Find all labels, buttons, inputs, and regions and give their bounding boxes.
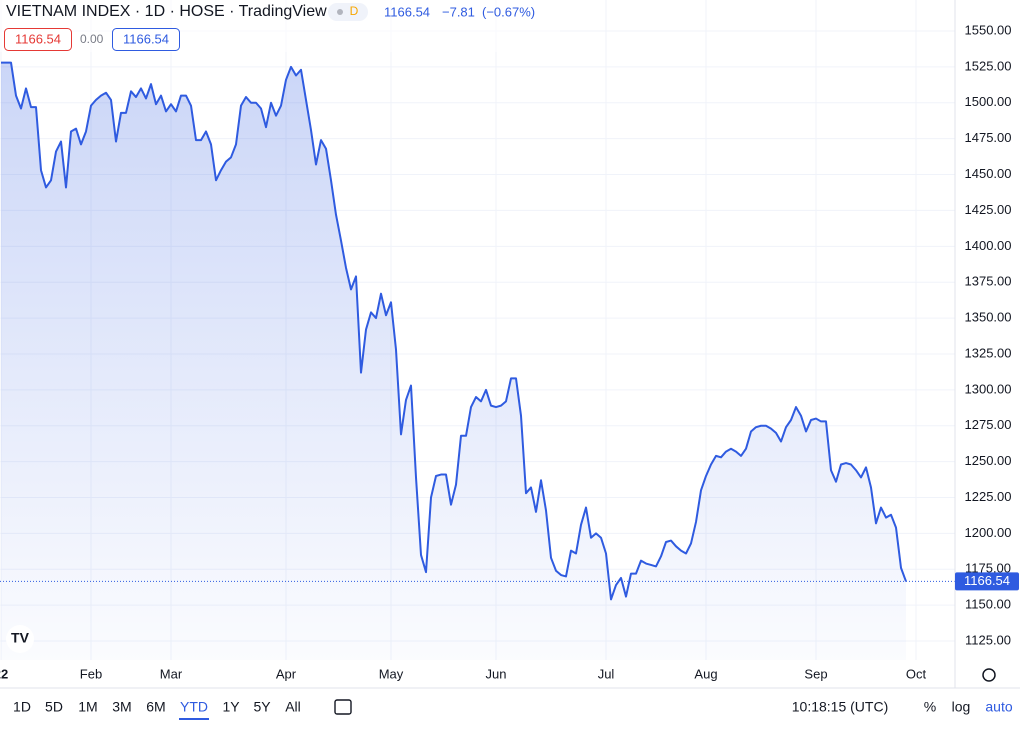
logo: TV: [11, 630, 30, 646]
badge-bg[interactable]: [328, 3, 368, 21]
area: [1, 62, 906, 660]
x-tick-label: Jun: [486, 666, 507, 681]
y-tick-label: 1450.00: [965, 166, 1012, 181]
change-pct: (−0.67%): [482, 4, 535, 19]
range-button[interactable]: 6M: [146, 699, 165, 715]
x-tick-label: Apr: [276, 666, 297, 681]
box-b-text: 0.00: [80, 32, 104, 46]
box-a: [4, 28, 72, 51]
box-c-text: 1166.54: [123, 31, 169, 46]
x-tick-label: Feb: [80, 666, 102, 681]
x-tick-label: 22: [0, 666, 8, 681]
y-tick-label: 1475.00: [965, 130, 1012, 145]
range-button[interactable]: 5D: [45, 699, 63, 715]
title: VIETNAM INDEX · 1D · HOSE · TradingView: [6, 3, 327, 20]
y-tick-label: 1375.00: [965, 274, 1012, 289]
x-tick-label: Mar: [160, 666, 183, 681]
settings-icon[interactable]: [982, 668, 996, 682]
y-tick-label: 1250.00: [965, 453, 1012, 468]
y-tick-label: 1500.00: [965, 94, 1012, 109]
x-tick-label: Jul: [598, 666, 615, 681]
y-tick-label: 1425.00: [965, 202, 1012, 217]
y-tick-label: 1225.00: [965, 489, 1012, 504]
y-tick-label: 1200.00: [965, 525, 1012, 540]
plot: [0, 61, 955, 660]
box-a-text: 1166.54: [15, 31, 61, 46]
y-tick-label: 1325.00: [965, 345, 1012, 360]
range-button[interactable]: 1Y: [222, 699, 240, 715]
y-tick-label: 1125.00: [965, 632, 1011, 647]
range-button[interactable]: 1D: [13, 699, 31, 715]
y-tick-label: 1350.00: [965, 310, 1012, 325]
last-price: 1166.54: [384, 4, 430, 19]
percent-toggle[interactable]: %: [924, 699, 936, 715]
clock: 10:18:15 (UTC): [792, 699, 888, 715]
range-button[interactable]: All: [285, 699, 301, 715]
logo-bg: [6, 625, 34, 653]
auto-toggle[interactable]: auto: [985, 699, 1012, 715]
range-button[interactable]: YTD: [180, 699, 208, 715]
y-tick-label: 1175.00: [965, 561, 1011, 576]
last-price-tag: [955, 572, 1019, 591]
x-tick-label: Aug: [694, 666, 717, 681]
date-range-icon[interactable]: [334, 699, 352, 715]
y-tick-label: 1400.00: [965, 238, 1012, 253]
badge-dot: [337, 9, 343, 15]
log-toggle[interactable]: log: [952, 699, 971, 715]
y-tick-label: 1275.00: [965, 417, 1012, 432]
x-tick-label: Oct: [906, 666, 927, 681]
x-tick-label: Sep: [804, 666, 827, 681]
badge: D: [350, 4, 359, 18]
y-tick-label: 1550.00: [965, 22, 1012, 37]
range-button[interactable]: 5Y: [253, 699, 271, 715]
legend-bg: [0, 0, 560, 52]
box-c: [112, 28, 180, 51]
last-price-label: 1166.54: [964, 573, 1010, 588]
toolbar: 1D 5D 1M 3M 6M YTD 1Y 5Y All: [13, 699, 301, 720]
y-tick-label: 1525.00: [965, 58, 1012, 73]
range-button[interactable]: 1M: [78, 699, 97, 715]
y-tick-label: 1300.00: [965, 381, 1012, 396]
range-button[interactable]: 3M: [112, 699, 131, 715]
x-tick-label: May: [379, 666, 404, 681]
change: −7.81: [442, 4, 475, 19]
y-tick-label: 1150.00: [965, 597, 1011, 612]
price-line: [1, 61, 907, 601]
